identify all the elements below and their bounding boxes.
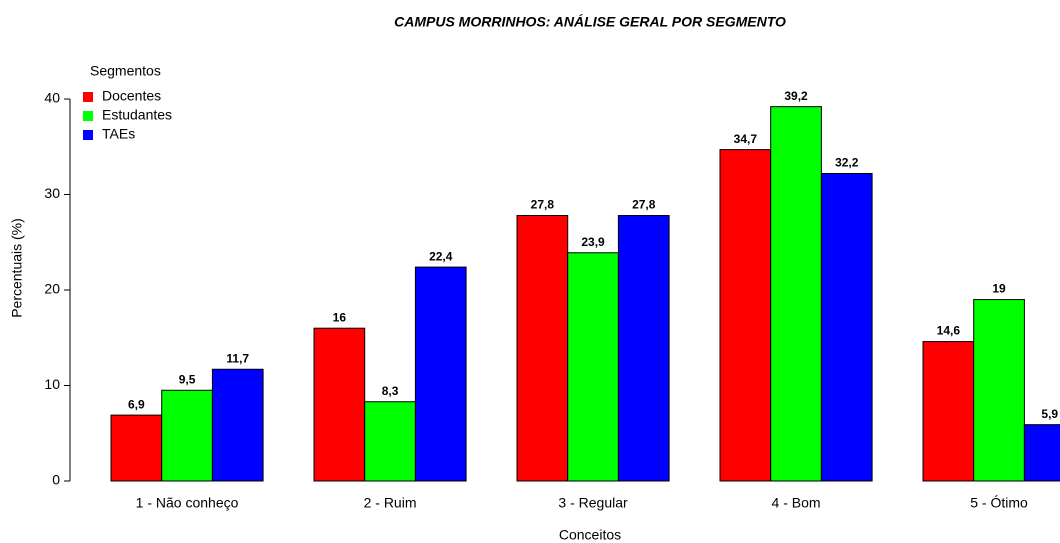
bar xyxy=(313,327,366,482)
value-label: 32,2 xyxy=(835,156,859,170)
bar xyxy=(973,299,1025,482)
value-label: 9,5 xyxy=(179,372,196,386)
y-axis-label: Percentuais (%) xyxy=(9,218,25,318)
bar xyxy=(110,414,163,482)
bar xyxy=(617,215,670,482)
bar xyxy=(364,401,416,482)
value-label: 22,4 xyxy=(429,249,453,263)
bar xyxy=(567,252,619,482)
value-label: 5,9 xyxy=(1041,407,1058,421)
x-tick-label: 5 - Ótimo xyxy=(970,495,1028,511)
value-label: 8,3 xyxy=(382,384,399,398)
y-tick-label: 40 xyxy=(44,90,60,106)
bar xyxy=(1023,424,1060,482)
bar xyxy=(820,172,873,482)
x-tick-label: 4 - Bom xyxy=(772,495,821,511)
x-tick-label: 2 - Ruim xyxy=(364,495,417,511)
value-label: 19 xyxy=(992,282,1006,296)
value-label: 16 xyxy=(333,310,347,324)
bar xyxy=(516,215,569,482)
value-label: 34,7 xyxy=(734,132,758,146)
bar xyxy=(414,266,467,482)
bar xyxy=(770,106,822,482)
legend-label: TAEs xyxy=(102,126,135,142)
bar xyxy=(719,149,772,482)
bar xyxy=(211,368,264,482)
legend-title: Segmentos xyxy=(90,63,161,79)
bar xyxy=(922,341,975,482)
value-label: 14,6 xyxy=(937,324,961,338)
x-axis-label: Conceitos xyxy=(559,527,621,543)
bar xyxy=(161,389,213,482)
value-label: 23,9 xyxy=(581,235,605,249)
legend-label: Estudantes xyxy=(102,107,172,123)
value-label: 27,8 xyxy=(632,198,656,212)
y-tick-label: 0 xyxy=(52,472,60,488)
value-label: 11,7 xyxy=(226,351,249,365)
legend-swatch xyxy=(83,111,93,121)
x-tick-label: 1 - Não conheço xyxy=(136,495,239,511)
legend-swatch xyxy=(83,130,93,140)
legend-label: Docentes xyxy=(102,88,161,104)
chart-title: CAMPUS MORRINHOS: ANÁLISE GERAL POR SEGM… xyxy=(394,14,786,30)
y-tick-label: 10 xyxy=(44,376,60,392)
value-label: 6,9 xyxy=(128,397,145,411)
x-tick-label: 3 - Regular xyxy=(558,495,628,511)
value-label: 39,2 xyxy=(784,89,808,103)
legend-swatch xyxy=(83,92,93,102)
value-label: 27,8 xyxy=(531,198,555,212)
y-tick-label: 20 xyxy=(44,281,60,297)
y-tick-label: 30 xyxy=(44,185,60,201)
